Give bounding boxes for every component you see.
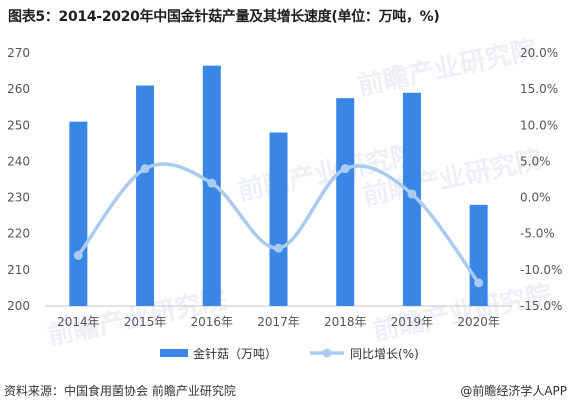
right-axis-tick-label: 0.0% (520, 191, 551, 205)
bar (336, 98, 355, 306)
x-axis-labels: 2014年 2015年 2016年 2017年 2018年 2019年 2020年 (57, 315, 500, 329)
bar (469, 204, 488, 306)
x-tick-label: 2015年 (124, 315, 167, 329)
right-axis-tick-label: 20.0% (520, 46, 558, 60)
left-axis-tick-label: 250 (7, 118, 30, 132)
bar (269, 132, 288, 306)
growth-point (73, 250, 83, 260)
bar (136, 85, 155, 307)
legend-bar-label: 金针菇（万吨） (193, 346, 277, 361)
bar-series (69, 65, 488, 307)
x-tick-label: 2020年 (457, 315, 500, 329)
bar (402, 92, 421, 306)
right-axis-tick-label: -15.0% (520, 299, 562, 313)
left-axis-tick-label: 240 (7, 154, 30, 168)
x-tick-label: 2014年 (57, 315, 100, 329)
x-tick-label: 2017年 (257, 315, 300, 329)
left-axis-tick-label: 210 (7, 263, 30, 277)
growth-point (274, 243, 283, 253)
bar (69, 121, 88, 307)
growth-point (207, 178, 217, 188)
right-axis-tick-label: 10.0% (520, 118, 558, 132)
left-axis-tick-label: 200 (7, 299, 30, 313)
x-tick-label: 2018年 (324, 315, 367, 329)
left-axis-tick-label: 220 (7, 227, 30, 241)
x-tick-label: 2019年 (391, 315, 434, 329)
legend-line-marker (322, 348, 332, 358)
right-axis-tick-label: -5.0% (520, 227, 555, 241)
growth-point (407, 189, 417, 199)
left-axis-tick-label: 260 (7, 82, 30, 96)
left-axis-tick-label: 270 (7, 46, 30, 60)
right-axis-tick-label: -10.0% (520, 263, 562, 277)
left-axis-tick-label: 230 (7, 191, 30, 205)
growth-point (140, 164, 150, 174)
x-tick-label: 2016年 (191, 315, 234, 329)
right-axis-tick-label: 5.0% (520, 154, 551, 168)
growth-point (474, 278, 484, 288)
source-note: 资料来源：中国食用菌协会 前瞻产业研究院 (4, 384, 236, 398)
watermark-text: 前瞻产业研究院 (355, 34, 539, 102)
legend: 金针菇（万吨） 同比增长(%) (160, 346, 419, 361)
growth-point (340, 164, 350, 174)
line-series (73, 162, 484, 288)
chart-title: 图表5：2014-2020年中国金针菇产量及其增长速度(单位：万吨，%) (8, 9, 440, 25)
brand-credit: @前瞻经济学人APP (460, 384, 567, 398)
axes: 200 210 220 230 240 250 260 270 -15.0% -10.0% -5.0… (7, 46, 562, 313)
legend-line-label: 同比增长(%) (350, 347, 419, 361)
legend-bar-swatch (160, 349, 188, 357)
right-axis-tick-label: 15.0% (520, 82, 558, 96)
